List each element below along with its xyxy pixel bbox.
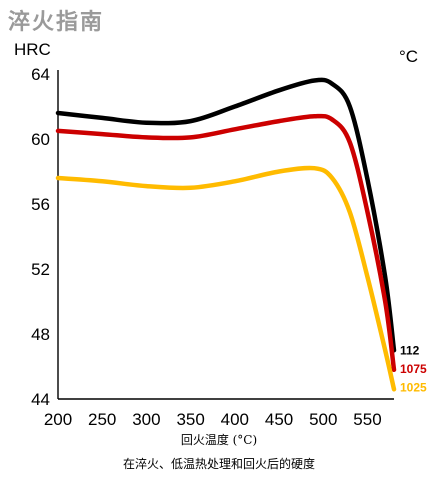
- x-tick-label: 400: [221, 410, 249, 429]
- x-tick-label: 300: [132, 410, 160, 429]
- chart-title: 淬火指南: [8, 9, 105, 35]
- x-tick-label: 550: [353, 410, 381, 429]
- series-lines: [55, 77, 397, 392]
- x-tick-label: 450: [265, 410, 293, 429]
- chart-caption: 在淬火、低温热处理和回火后的硬度: [123, 456, 315, 471]
- y-tick-label: 48: [31, 325, 50, 344]
- axes: [57, 70, 394, 400]
- x-tick-label: 500: [309, 410, 337, 429]
- y-tick-labels: 44 48 52 56 60 64: [31, 65, 50, 409]
- y-tick-label: 60: [31, 130, 50, 149]
- series-line-112: [55, 77, 397, 353]
- y-tick-label: 52: [31, 260, 50, 279]
- x-tick-label: 350: [176, 410, 204, 429]
- y-axis-label: HRC: [14, 40, 51, 59]
- x-tick-label: 250: [88, 410, 116, 429]
- series-end-labels: 112 1075 1025: [400, 343, 427, 394]
- x-axis-label: 回火温度 (°C): [181, 432, 257, 447]
- y2-axis-label: °C: [399, 47, 418, 66]
- series-line-1075: [55, 113, 397, 373]
- series-end-label-1025: 1025: [400, 380, 427, 394]
- y-tick-label: 64: [31, 65, 50, 84]
- x-tick-labels: 200 250 300 350 400 450 500 550: [44, 410, 382, 429]
- y-tick-label: 44: [31, 390, 50, 409]
- series-end-label-112: 112: [400, 343, 420, 357]
- y-tick-label: 56: [31, 195, 50, 214]
- series-line-1025: [55, 165, 397, 392]
- series-end-label-1075: 1075: [400, 362, 427, 376]
- x-tick-label: 200: [44, 410, 72, 429]
